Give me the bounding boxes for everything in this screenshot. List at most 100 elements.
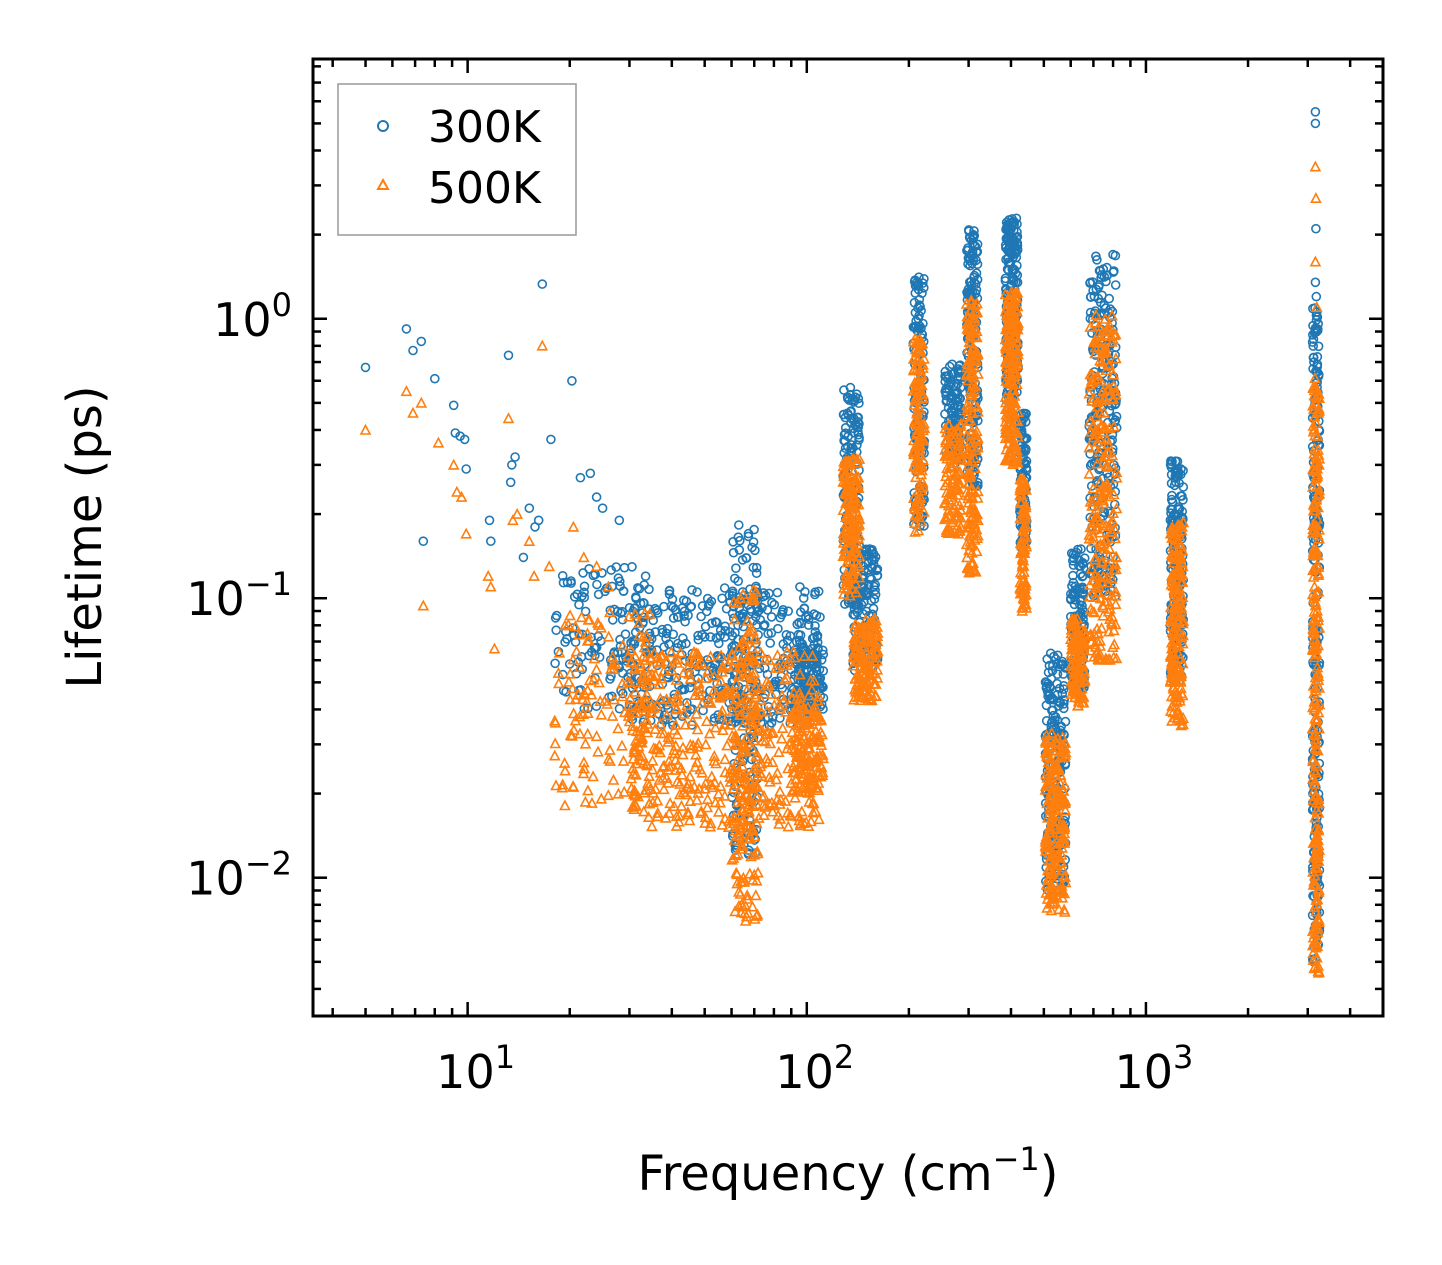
point-500k xyxy=(621,675,634,687)
point-500k xyxy=(1053,784,1065,796)
point-500k xyxy=(806,765,819,778)
point-300k xyxy=(870,552,881,562)
point-300k xyxy=(858,608,868,619)
point-500k xyxy=(657,664,670,676)
point-500k xyxy=(954,503,967,515)
point-500k xyxy=(759,800,771,812)
point-500k xyxy=(849,577,862,589)
point-500k xyxy=(812,690,825,702)
point-500k xyxy=(942,418,955,430)
point-500k xyxy=(761,755,774,767)
point-300k xyxy=(1077,571,1087,582)
point-300k xyxy=(845,382,856,393)
point-500k xyxy=(838,470,850,482)
point-500k xyxy=(911,502,924,514)
point-500k xyxy=(787,760,800,772)
point-300k xyxy=(664,639,674,649)
point-500k xyxy=(704,650,717,662)
point-300k xyxy=(1010,249,1020,259)
point-300k xyxy=(945,393,956,403)
point-500k xyxy=(842,485,855,497)
point-300k xyxy=(913,279,924,289)
point-300k xyxy=(869,594,880,604)
point-500k xyxy=(582,784,594,796)
point-500k xyxy=(731,877,743,889)
point-300k xyxy=(1313,341,1324,352)
point-500k xyxy=(732,826,745,839)
point-500k xyxy=(907,491,920,504)
point-500k xyxy=(917,388,929,400)
point-500k xyxy=(1014,536,1027,548)
point-500k xyxy=(692,647,704,660)
point-300k xyxy=(840,436,850,446)
point-500k xyxy=(966,436,979,448)
point-500k xyxy=(774,702,787,715)
point-500k xyxy=(942,493,955,505)
point-300k xyxy=(963,225,974,235)
point-500k xyxy=(724,775,737,787)
point-500k xyxy=(851,678,863,690)
point-500k xyxy=(730,849,742,861)
point-300k xyxy=(1310,118,1321,129)
point-300k xyxy=(618,586,629,597)
point-500k xyxy=(649,722,662,735)
point-500k xyxy=(606,709,619,721)
point-500k xyxy=(961,310,973,322)
point-500k xyxy=(736,719,749,731)
point-500k xyxy=(940,470,952,482)
point-500k xyxy=(634,729,647,741)
point-300k xyxy=(484,515,495,526)
point-300k xyxy=(664,589,675,600)
point-500k xyxy=(999,323,1012,335)
point-300k xyxy=(795,582,805,592)
point-500k xyxy=(809,805,822,817)
point-500k xyxy=(644,670,657,682)
point-500k xyxy=(586,796,598,808)
point-300k xyxy=(729,573,740,584)
point-500k xyxy=(563,675,575,687)
point-500k xyxy=(966,385,979,398)
point-300k xyxy=(944,361,955,372)
point-500k xyxy=(754,646,767,658)
point-300k xyxy=(619,562,630,573)
point-500k xyxy=(668,723,681,735)
point-300k xyxy=(510,452,520,462)
point-500k xyxy=(627,800,640,812)
point-300k xyxy=(1085,278,1095,288)
point-500k xyxy=(721,739,733,751)
point-500k xyxy=(588,652,601,664)
point-500k xyxy=(617,754,630,766)
point-500k xyxy=(847,659,860,671)
point-300k xyxy=(914,300,925,310)
point-500k xyxy=(781,645,793,657)
point-500k xyxy=(727,698,740,710)
point-500k xyxy=(642,668,655,680)
point-300k xyxy=(1066,593,1076,604)
point-500k xyxy=(548,749,561,761)
point-500k xyxy=(1000,443,1013,455)
point-300k xyxy=(763,628,773,639)
point-300k xyxy=(659,642,669,652)
point-500k xyxy=(674,646,687,658)
point-500k xyxy=(564,609,576,621)
point-500k xyxy=(701,801,714,813)
point-500k xyxy=(580,695,593,707)
point-500k xyxy=(705,770,718,782)
point-500k xyxy=(953,465,966,477)
point-300k xyxy=(720,621,730,632)
point-500k xyxy=(1044,794,1057,806)
point-500k xyxy=(646,754,659,766)
point-500k xyxy=(726,687,739,699)
point-300k xyxy=(681,638,691,649)
point-300k xyxy=(750,545,760,556)
point-300k xyxy=(719,583,730,593)
point-500k xyxy=(566,682,579,694)
point-300k xyxy=(1047,705,1057,716)
point-300k xyxy=(772,587,783,598)
point-500k xyxy=(793,686,806,698)
point-500k xyxy=(966,498,979,510)
point-500k xyxy=(1047,884,1060,896)
point-500k xyxy=(771,766,784,778)
point-500k xyxy=(915,367,928,379)
point-500k xyxy=(686,714,699,727)
